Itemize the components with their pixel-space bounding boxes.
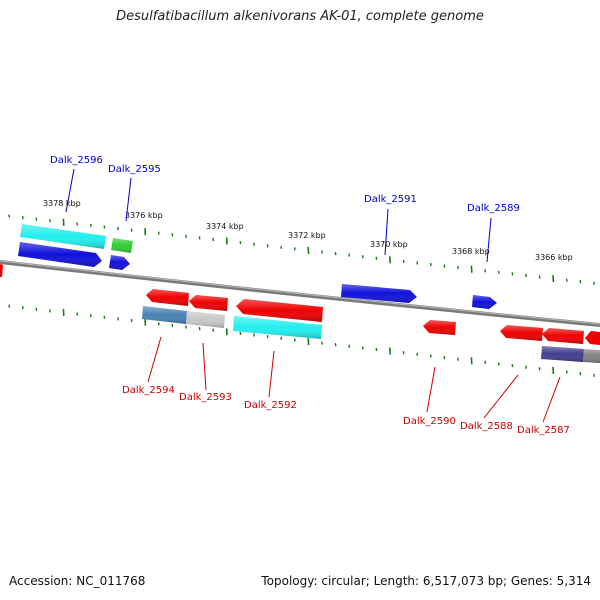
gene-arrow-dalk-2591[interactable]	[341, 284, 417, 303]
tick-ring-inner	[8, 304, 595, 377]
gene-dalk-2593-block[interactable]	[186, 311, 225, 328]
gene-arrow-rev-edge[interactable]	[0, 264, 3, 277]
gene-arrow-dalk-2587[interactable]	[542, 328, 584, 344]
gene-label-dalk-2589[interactable]: Dalk_2589	[467, 203, 520, 214]
kbp-label: 3372 kbp	[288, 231, 326, 240]
reverse-label-leaders	[147, 336, 561, 423]
gene-label-dalk-2593[interactable]: Dalk_2593	[179, 392, 232, 403]
gene-label-dalk-2596[interactable]: Dalk_2596	[50, 155, 103, 166]
forward-label-leaders	[65, 168, 492, 263]
gene-dalk-2595-block[interactable]	[111, 238, 133, 253]
gene-dalk-2594-block[interactable]	[142, 306, 187, 324]
gene-dalk-2596-block[interactable]	[20, 224, 106, 249]
gene-track-reverse-inner	[0, 264, 600, 345]
gene-track-reverse-outer	[142, 306, 600, 363]
genome-title: Desulfatibacillum alkenivorans AK-01, co…	[116, 9, 484, 24]
accession-label: Accession: NC_011768	[9, 574, 146, 588]
gene-arrow-dalk-2592[interactable]	[236, 299, 323, 322]
gene-arrow-fwd-2[interactable]	[109, 255, 130, 270]
gene-arrow-dalk-2588[interactable]	[500, 325, 543, 341]
gene-label-dalk-2592[interactable]: Dalk_2592	[244, 400, 297, 411]
gene-label-dalk-2594[interactable]: Dalk_2594	[122, 385, 175, 396]
genome-summary-label: Topology: circular; Length: 6,517,073 bp…	[261, 574, 591, 588]
kbp-labels: 3378 kbp 3376 kbp 3374 kbp 3372 kbp 3370…	[43, 199, 573, 262]
genome-backbone	[0, 260, 600, 327]
gene-label-dalk-2588[interactable]: Dalk_2588	[460, 421, 513, 432]
kbp-label: 3378 kbp	[43, 199, 81, 208]
gene-arrow-dalk-2590[interactable]	[423, 320, 456, 335]
gene-dalk-2587-block-a[interactable]	[541, 346, 584, 362]
gene-arrow-dalk-2594[interactable]	[146, 289, 189, 306]
forward-gene-labels: Dalk_2596 Dalk_2595 Dalk_2591 Dalk_2589	[50, 155, 520, 214]
tick-ring-outer	[8, 214, 595, 285]
gene-label-dalk-2587[interactable]: Dalk_2587	[517, 425, 570, 436]
kbp-label: 3368 kbp	[452, 247, 490, 256]
gene-dalk-2592-block[interactable]	[233, 316, 322, 339]
gene-arrow-dalk-2593[interactable]	[189, 295, 228, 311]
gene-dalk-2587-block-b[interactable]	[583, 349, 600, 363]
reverse-gene-labels: Dalk_2594 Dalk_2593 Dalk_2592 Dalk_2590 …	[122, 385, 570, 436]
kbp-label: 3376 kbp	[125, 211, 163, 220]
kbp-label: 3366 kbp	[535, 253, 573, 262]
gene-label-dalk-2590[interactable]: Dalk_2590	[403, 416, 456, 427]
kbp-label: 3374 kbp	[206, 222, 244, 231]
gene-label-dalk-2591[interactable]: Dalk_2591	[364, 194, 417, 205]
gene-track-forward-outer	[20, 224, 133, 253]
gene-arrow-fwd-1[interactable]	[18, 242, 102, 267]
gene-arrow-rev-edge-right[interactable]	[585, 331, 600, 345]
kbp-label: 3370 kbp	[370, 240, 408, 249]
gene-label-dalk-2595[interactable]: Dalk_2595	[108, 164, 161, 175]
gene-arrow-dalk-2589[interactable]	[472, 295, 497, 309]
gene-track-forward-inner	[18, 242, 497, 309]
